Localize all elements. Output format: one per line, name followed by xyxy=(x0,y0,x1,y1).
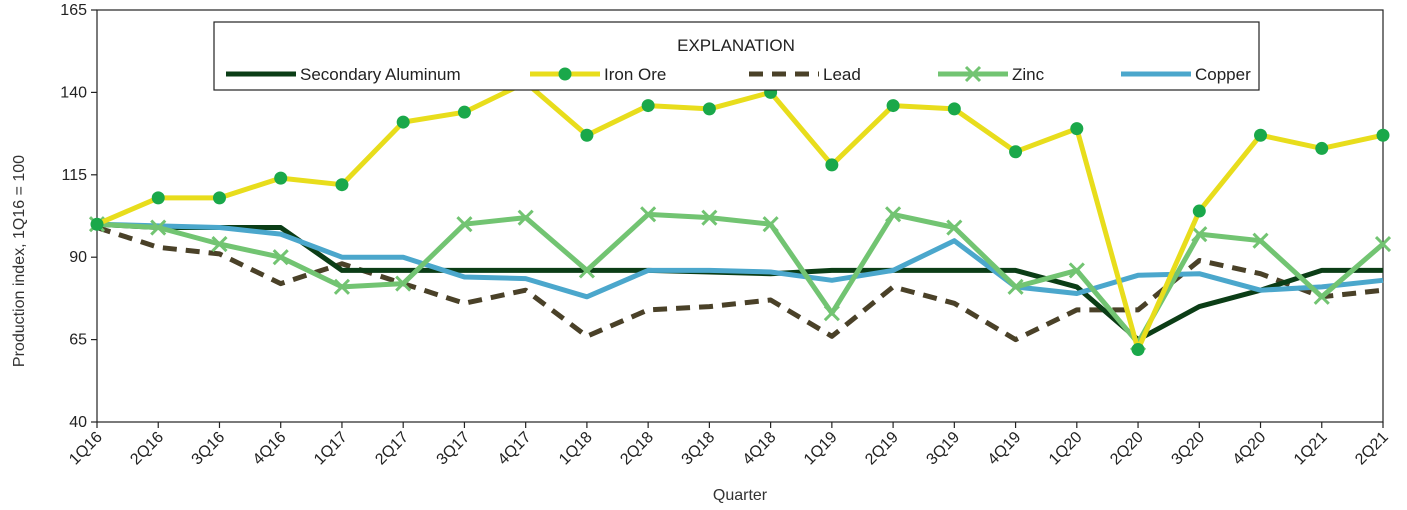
x-tick-label: 4Q19 xyxy=(985,429,1025,469)
series-lead xyxy=(96,225,1384,343)
legend-label: Iron Ore xyxy=(604,65,666,84)
y-axis: 40 65 90 115 140 165 xyxy=(60,2,97,431)
x-tick-label: 3Q18 xyxy=(679,429,719,469)
x-tick-label: 3Q20 xyxy=(1168,429,1208,469)
x-tick-label: 1Q18 xyxy=(556,429,596,469)
data-point xyxy=(1254,128,1268,142)
series-line xyxy=(96,221,1383,343)
legend-marker xyxy=(964,65,982,83)
data-point xyxy=(150,219,167,236)
data-point xyxy=(947,102,961,116)
plot-border xyxy=(96,9,1384,423)
x-tick-label: 3Q16 xyxy=(189,429,229,469)
legend-marker xyxy=(558,67,572,81)
legend-label: Secondary Aluminum xyxy=(300,65,461,84)
x-tick-label: 2Q20 xyxy=(1107,429,1147,469)
data-point xyxy=(456,216,473,233)
legend: EXPLANATION Secondary Aluminum Iron Ore Le… xyxy=(213,21,1260,91)
series-line xyxy=(96,211,1385,346)
data-point xyxy=(1374,235,1392,253)
x-tick-label: 1Q21 xyxy=(1291,429,1331,469)
y-tick-label: 115 xyxy=(61,167,87,184)
x-tick-label: 1Q17 xyxy=(311,429,351,469)
data-point xyxy=(1131,342,1145,356)
data-point xyxy=(1068,262,1085,279)
y-tick-label: 65 xyxy=(69,332,87,349)
data-point xyxy=(823,305,840,322)
legend-item-copper: Copper xyxy=(1121,65,1251,84)
data-point xyxy=(333,278,351,295)
series-iron-ore xyxy=(90,76,1390,356)
x-tick-label: 3Q17 xyxy=(434,429,474,469)
legend-label: Copper xyxy=(1195,65,1251,84)
series-zinc xyxy=(88,206,1392,351)
data-point xyxy=(1315,141,1329,155)
data-point xyxy=(580,128,594,142)
data-point xyxy=(272,249,289,266)
x-tick-label: 2Q19 xyxy=(862,429,902,469)
data-point xyxy=(274,171,288,185)
data-point xyxy=(1191,226,1208,243)
data-point xyxy=(211,235,228,253)
plot-area xyxy=(96,9,1384,423)
x-tick-label: 2Q17 xyxy=(372,429,412,469)
data-point xyxy=(517,209,534,226)
data-point xyxy=(151,191,165,205)
y-tick-label: 40 xyxy=(69,414,87,431)
x-tick-label: 4Q17 xyxy=(495,429,535,469)
x-tick-label: 1Q20 xyxy=(1046,429,1086,469)
data-point xyxy=(825,158,839,172)
data-point xyxy=(885,206,902,223)
legend-item-iron-ore: Iron Ore xyxy=(530,65,666,84)
data-point xyxy=(396,115,410,129)
data-point xyxy=(946,219,963,236)
data-point xyxy=(1192,204,1206,218)
series-secondary-aluminum xyxy=(96,221,1383,343)
y-tick-label: 165 xyxy=(60,2,87,19)
data-point xyxy=(395,275,412,292)
legend-item-secondary-aluminum: Secondary Aluminum xyxy=(226,65,461,84)
legend-item-zinc: Zinc xyxy=(938,65,1045,84)
x-tick-label: 1Q19 xyxy=(801,429,841,469)
legend-box xyxy=(213,21,1260,91)
data-point xyxy=(1009,145,1023,159)
legend-item-lead: Lead xyxy=(749,65,861,84)
y-axis-title: Production index, 1Q16 = 100 xyxy=(11,155,28,367)
data-point xyxy=(457,105,471,119)
data-point xyxy=(1313,288,1330,305)
series-line xyxy=(96,80,1384,352)
x-axis: 1Q16 2Q16 3Q16 4Q16 1Q17 2Q17 3Q17 4Q17 1Q18 2Q18… xyxy=(66,422,1392,469)
data-point xyxy=(578,262,595,279)
x-tick-label: 4Q20 xyxy=(1230,429,1270,469)
x-tick-label: 4Q18 xyxy=(740,429,780,469)
data-point xyxy=(702,102,716,116)
data-point xyxy=(762,216,779,233)
data-point xyxy=(1376,128,1390,142)
y-tick-label: 140 xyxy=(60,84,87,101)
y-tick-label: 90 xyxy=(69,249,87,266)
data-point xyxy=(701,209,718,226)
data-point xyxy=(212,191,226,205)
x-tick-label: 2Q18 xyxy=(617,429,657,469)
x-tick-label: 3Q19 xyxy=(923,429,963,469)
x-tick-label: 4Q16 xyxy=(250,429,290,469)
legend-label: Zinc xyxy=(1012,65,1045,84)
x-tick-label: 2Q16 xyxy=(127,429,167,469)
legend-label: Lead xyxy=(823,65,861,84)
x-tick-label: 1Q16 xyxy=(66,429,106,469)
data-point xyxy=(641,99,655,113)
data-point xyxy=(1007,278,1024,295)
data-point xyxy=(1070,122,1084,136)
x-axis-title: Quarter xyxy=(713,487,768,504)
data-point xyxy=(90,217,104,231)
legend-title: EXPLANATION xyxy=(677,36,795,55)
data-point xyxy=(1252,232,1269,249)
series-layer xyxy=(88,76,1392,356)
data-point xyxy=(886,99,900,113)
data-point xyxy=(335,178,349,192)
series-line xyxy=(96,225,1384,343)
data-point xyxy=(640,206,657,223)
x-tick-label: 2Q21 xyxy=(1352,429,1392,469)
